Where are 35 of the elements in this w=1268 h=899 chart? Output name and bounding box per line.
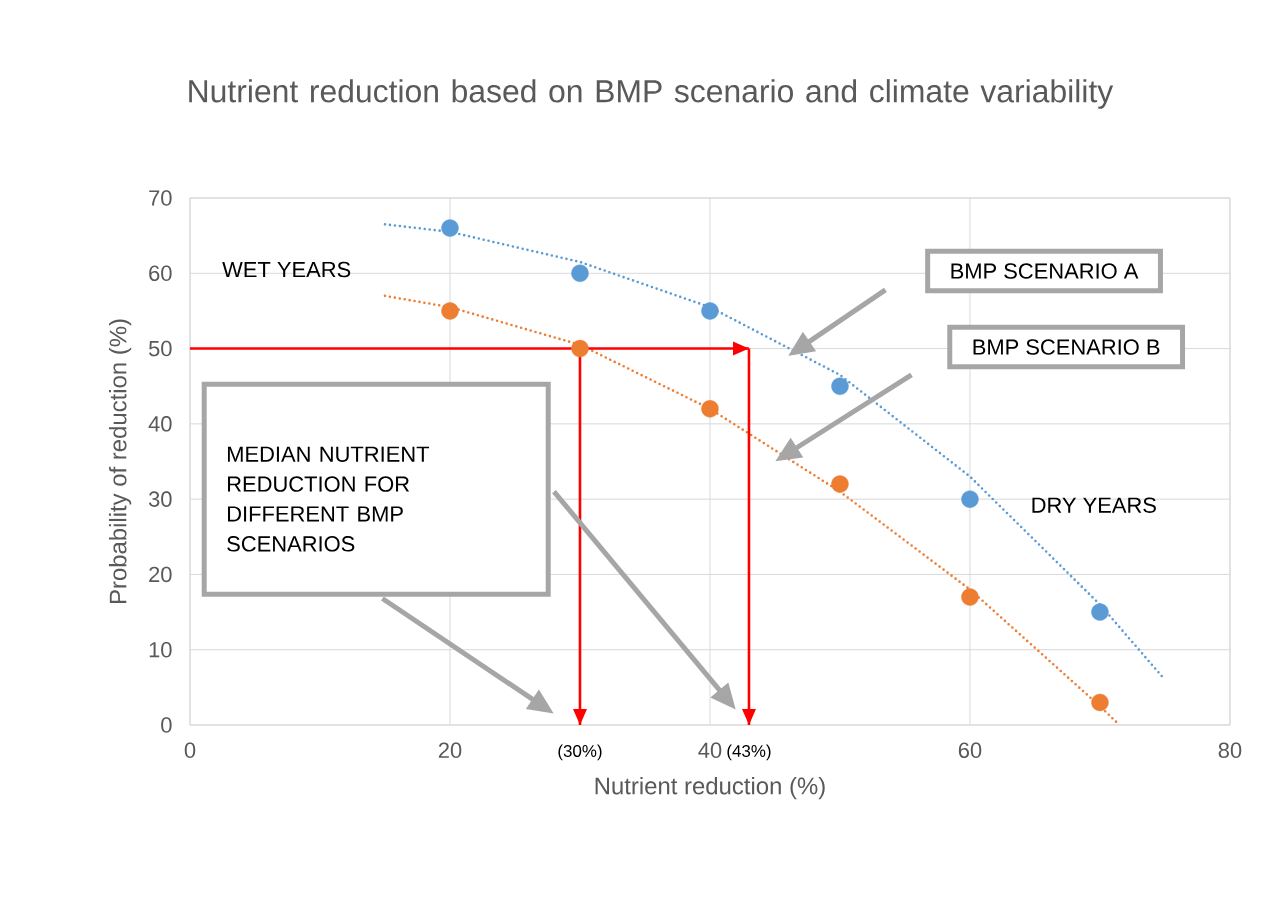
- point: [701, 400, 719, 418]
- point: [961, 588, 979, 606]
- y-tick-label: 50: [148, 340, 172, 357]
- point: [831, 475, 849, 493]
- annotation: MEDIAN NUTRIENT REDUCTION FOR DIFFERENT BMP SCENARIOS: [227, 446, 430, 552]
- point: [441, 302, 459, 320]
- y-tick-label: 30: [148, 491, 172, 507]
- y-tick-label: 60: [149, 265, 172, 282]
- point: [1091, 603, 1109, 621]
- point: [961, 490, 979, 508]
- ref-line-label: (30%): [558, 744, 602, 761]
- ref-line-label: (43%): [727, 744, 771, 761]
- point: [831, 377, 849, 395]
- annotation: BMP SCENARIO B: [973, 339, 1160, 355]
- annotation: WET YEARS: [222, 261, 351, 278]
- x-tick-label: 0: [184, 742, 196, 759]
- x-axis-title: Nutrient reduction (%): [595, 776, 825, 800]
- y-axis-title: Probability of reduction (%): [108, 319, 132, 604]
- annotation: DRY YEARS: [1032, 497, 1156, 513]
- y-tick-label: 0: [161, 717, 172, 733]
- point: [571, 339, 589, 358]
- point: [441, 219, 459, 237]
- annotation: BMP SCENARIO A: [951, 263, 1139, 279]
- point: [1091, 693, 1109, 712]
- x-tick-label: 60: [958, 742, 982, 759]
- y-tick-label: 10: [149, 641, 172, 658]
- chart-title: Nutrient reduction based on BMP scenario and climate variability: [189, 79, 1114, 109]
- x-tick-label: 40: [698, 742, 722, 759]
- y-tick-label: 40: [148, 416, 172, 432]
- y-tick-label: 70: [149, 190, 172, 206]
- point: [571, 264, 589, 282]
- x-tick-label: 20: [438, 742, 462, 759]
- y-tick-label: 20: [149, 566, 172, 583]
- point: [701, 302, 719, 320]
- x-tick-label: 80: [1218, 742, 1242, 759]
